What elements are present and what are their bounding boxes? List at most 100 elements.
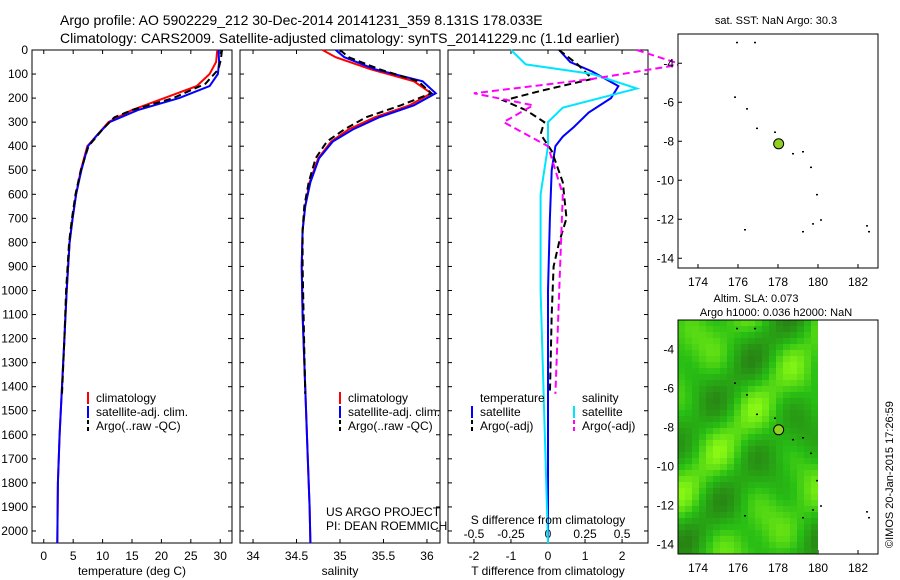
x-tick-label: 20 <box>155 549 169 563</box>
sla-cell <box>769 428 776 434</box>
sla-cell <box>762 410 769 416</box>
sla-cell <box>748 482 755 488</box>
sla-cell <box>692 332 699 338</box>
sla-cell <box>790 464 797 470</box>
sla-cell <box>783 440 790 446</box>
sla-cell <box>713 320 720 326</box>
sla-cell <box>727 326 734 332</box>
sla-cell <box>748 326 755 332</box>
salinity-legend: climatology satellite-adj. clim. Argo(..… <box>339 391 440 433</box>
sla-cell <box>685 416 692 422</box>
sla-cell <box>727 482 734 488</box>
sla-cell <box>713 530 720 536</box>
sla-cell <box>678 320 685 326</box>
sla-cell <box>804 470 811 476</box>
sla-cell <box>790 368 797 374</box>
sla-cell <box>797 446 804 452</box>
sla-cell <box>685 536 692 542</box>
sla-cell <box>699 536 706 542</box>
sla-cell <box>811 320 818 326</box>
sla-cell <box>776 518 783 524</box>
sla-cell <box>769 362 776 368</box>
sla-cell <box>797 350 804 356</box>
sla-cell <box>706 548 713 554</box>
sla-cell <box>762 530 769 536</box>
sla-cell <box>706 440 713 446</box>
sla-cell <box>713 446 720 452</box>
sla-cell <box>790 434 797 440</box>
sla-cell <box>734 536 741 542</box>
sla-cell <box>776 338 783 344</box>
map-y-tick-label: -6 <box>663 381 674 395</box>
x-tick-label: 30 <box>214 549 228 563</box>
sla-cell <box>797 428 804 434</box>
sla-cell <box>790 512 797 518</box>
sla-cell <box>713 350 720 356</box>
sla-cell <box>720 482 727 488</box>
sla-cell <box>769 500 776 506</box>
sla-cell <box>804 368 811 374</box>
sla-cell <box>748 440 755 446</box>
sla-cell <box>811 470 818 476</box>
map-y-tick-label: -12 <box>657 498 675 512</box>
sla-cell <box>790 386 797 392</box>
x-tick-label: 5 <box>70 549 77 563</box>
sla-cell <box>762 458 769 464</box>
sla-cell <box>755 500 762 506</box>
sla-cell <box>713 332 720 338</box>
sla-cell <box>734 344 741 350</box>
sla-cell <box>811 446 818 452</box>
sla-cell <box>811 326 818 332</box>
sla-cell <box>797 500 804 506</box>
sla-cell <box>797 458 804 464</box>
sla-cell <box>762 482 769 488</box>
sla-cell <box>755 404 762 410</box>
sla-cell <box>748 374 755 380</box>
sla-cell <box>727 488 734 494</box>
sla-cell <box>685 500 692 506</box>
sla-cell <box>734 548 741 554</box>
sla-cell <box>685 368 692 374</box>
depth-tick-label: 1400 <box>1 380 28 394</box>
sla-cell <box>692 368 699 374</box>
sla-cell <box>797 512 804 518</box>
sla-cell <box>811 386 818 392</box>
depth-tick-label: 1900 <box>1 500 28 514</box>
sla-cell <box>797 524 804 530</box>
sla-cell <box>797 488 804 494</box>
sla-cell <box>762 428 769 434</box>
sla-cell <box>762 434 769 440</box>
depth-tick-label: 200 <box>8 91 28 105</box>
sla-cell <box>734 482 741 488</box>
island-dot <box>820 505 822 507</box>
sla-cell <box>790 404 797 410</box>
sla-cell <box>811 458 818 464</box>
sla-cell <box>734 386 741 392</box>
sla-cell <box>783 410 790 416</box>
sla-cell <box>720 506 727 512</box>
sla-cell <box>797 506 804 512</box>
sla-cell <box>727 344 734 350</box>
island-dot <box>868 516 870 519</box>
sla-cell <box>692 326 699 332</box>
island-dot <box>866 225 868 227</box>
temperature-panel-frame <box>31 49 233 544</box>
sla-cell <box>685 320 692 326</box>
sla-cell <box>748 458 755 464</box>
map-y-tick-label: -4 <box>663 56 674 70</box>
sla-cell <box>790 392 797 398</box>
sla-cell <box>797 536 804 542</box>
sla-cell <box>720 374 727 380</box>
sla-cell <box>720 452 727 458</box>
sla-cell <box>762 488 769 494</box>
sla-cell <box>692 542 699 548</box>
project-line2: PI: DEAN ROEMMICH <box>326 519 447 533</box>
x-tick-label: 0 <box>40 549 47 563</box>
sla-cell <box>734 446 741 452</box>
sla-cell <box>762 464 769 470</box>
sla-cell <box>811 404 818 410</box>
sla-cell <box>755 362 762 368</box>
sla-cell <box>713 506 720 512</box>
sla-cell <box>692 422 699 428</box>
sla-cell <box>699 392 706 398</box>
